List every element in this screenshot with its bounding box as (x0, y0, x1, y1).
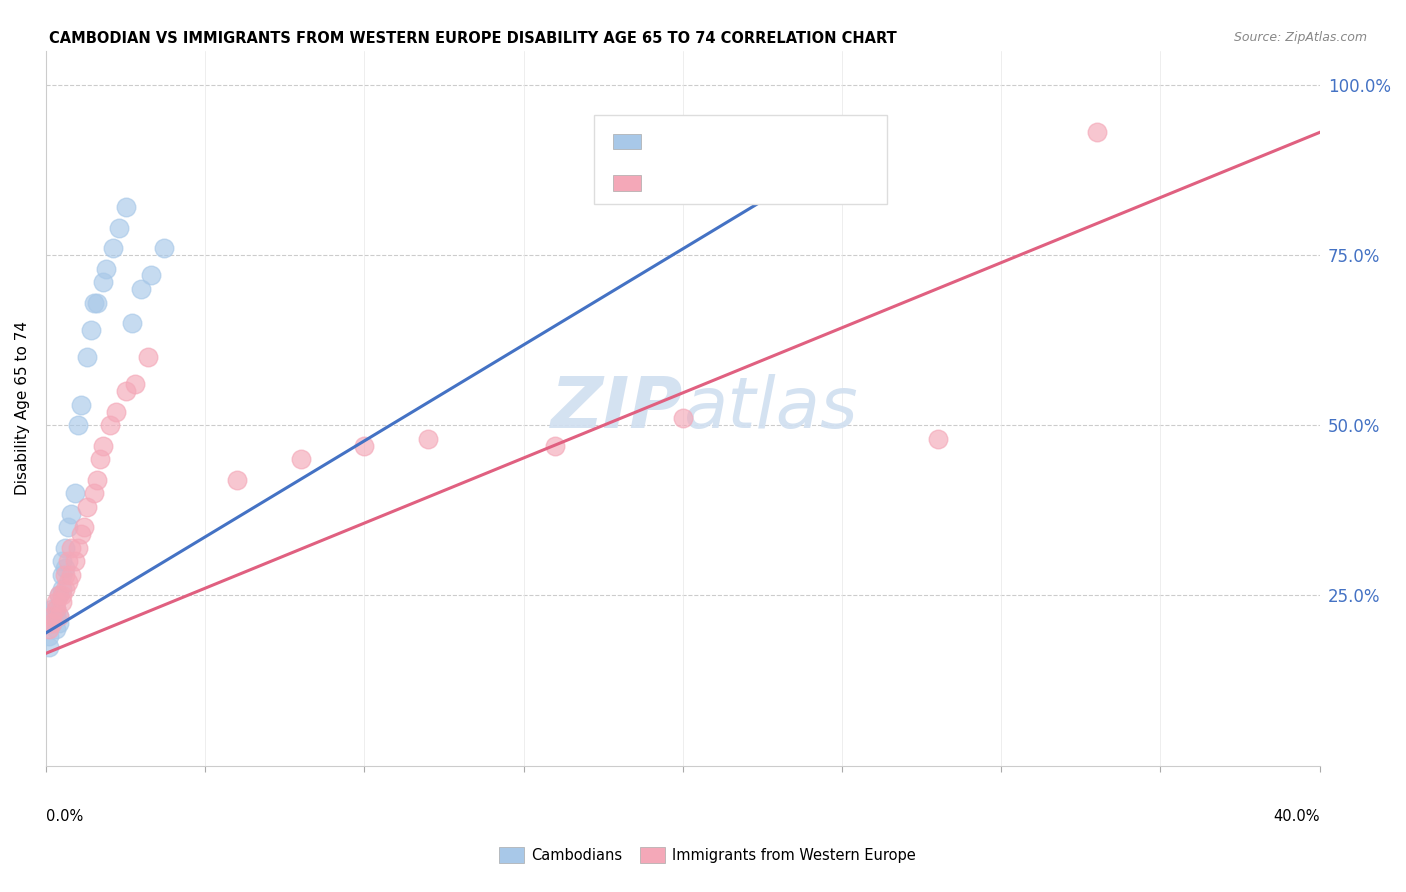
Point (73, 520, 96, 534)
Point (76, 350, 98, 364)
Point (63, 554, 86, 568)
Point (44, 602, 66, 616)
Point (38, 629, 60, 643)
Point (86, 295, 108, 310)
Point (58, 520, 80, 534)
Text: 0.707: 0.707 (696, 134, 744, 149)
Text: ZIP: ZIP (551, 374, 683, 442)
Point (83, 486, 105, 500)
Point (58, 574, 80, 589)
Point (60, 507, 83, 521)
Text: Cambodians: Cambodians (531, 848, 623, 863)
Point (48, 589, 70, 603)
Point (108, 220, 131, 235)
Point (60, 568, 83, 582)
Point (44, 608, 66, 623)
Point (53, 541, 76, 555)
Point (98, 418, 121, 433)
Text: Immigrants from Western Europe: Immigrants from Western Europe (672, 848, 915, 863)
Text: 0.0%: 0.0% (46, 808, 83, 823)
Point (83, 295, 105, 310)
Point (44, 623, 66, 637)
Point (51, 595, 73, 609)
Point (353, 439, 375, 453)
Point (51, 568, 73, 582)
Point (70, 398, 93, 412)
Point (86, 473, 108, 487)
Text: atlas: atlas (683, 374, 858, 442)
Point (66, 418, 89, 433)
Point (41, 608, 63, 623)
Point (70, 527, 93, 541)
Point (152, 241, 174, 255)
Point (124, 377, 146, 392)
Point (101, 241, 124, 255)
Point (48, 608, 70, 623)
Point (121, 316, 143, 330)
Point (105, 404, 128, 418)
FancyBboxPatch shape (593, 115, 887, 204)
Point (226, 473, 249, 487)
Point (51, 589, 73, 603)
Point (416, 432, 439, 446)
Point (48, 615, 70, 630)
Point (114, 384, 136, 399)
Point (38, 623, 60, 637)
Point (672, 411, 695, 425)
Point (44, 602, 66, 616)
Point (114, 200, 136, 214)
Text: N =: N = (759, 134, 793, 149)
Point (38, 640, 60, 654)
Point (927, 432, 949, 446)
Text: 37: 37 (801, 175, 823, 190)
Y-axis label: Disability Age 65 to 74: Disability Age 65 to 74 (15, 321, 30, 495)
Point (91, 439, 114, 453)
Point (290, 452, 312, 467)
Point (79, 323, 101, 337)
Point (136, 350, 159, 364)
Point (58, 554, 80, 568)
Text: 40.0%: 40.0% (1274, 808, 1320, 823)
Point (96, 261, 118, 276)
Point (139, 268, 162, 283)
FancyBboxPatch shape (613, 134, 641, 150)
Point (53, 582, 76, 596)
Point (41, 615, 63, 630)
Text: R =: R = (654, 175, 686, 190)
Point (131, 282, 153, 296)
Point (48, 589, 70, 603)
Point (41, 608, 63, 623)
FancyBboxPatch shape (613, 175, 641, 191)
Point (51, 554, 73, 568)
Text: 34: 34 (801, 134, 823, 149)
Point (53, 568, 76, 582)
Point (53, 561, 76, 575)
Point (41, 602, 63, 616)
Point (48, 608, 70, 623)
Point (66, 541, 89, 555)
Point (91, 275, 114, 289)
Point (63, 486, 86, 500)
Text: Source: ZipAtlas.com: Source: ZipAtlas.com (1233, 31, 1367, 45)
Point (41, 615, 63, 630)
Point (544, 439, 567, 453)
Text: 0.622: 0.622 (696, 175, 744, 190)
Point (89, 452, 111, 467)
Text: CAMBODIAN VS IMMIGRANTS FROM WESTERN EUROPE DISABILITY AGE 65 TO 74 CORRELATION : CAMBODIAN VS IMMIGRANTS FROM WESTERN EUR… (49, 31, 897, 46)
Point (76, 500, 98, 514)
Text: R =: R = (654, 134, 686, 149)
Point (60, 541, 83, 555)
Point (51, 582, 73, 596)
Point (1085, 125, 1108, 139)
Text: N =: N = (759, 175, 793, 190)
Point (44, 595, 66, 609)
